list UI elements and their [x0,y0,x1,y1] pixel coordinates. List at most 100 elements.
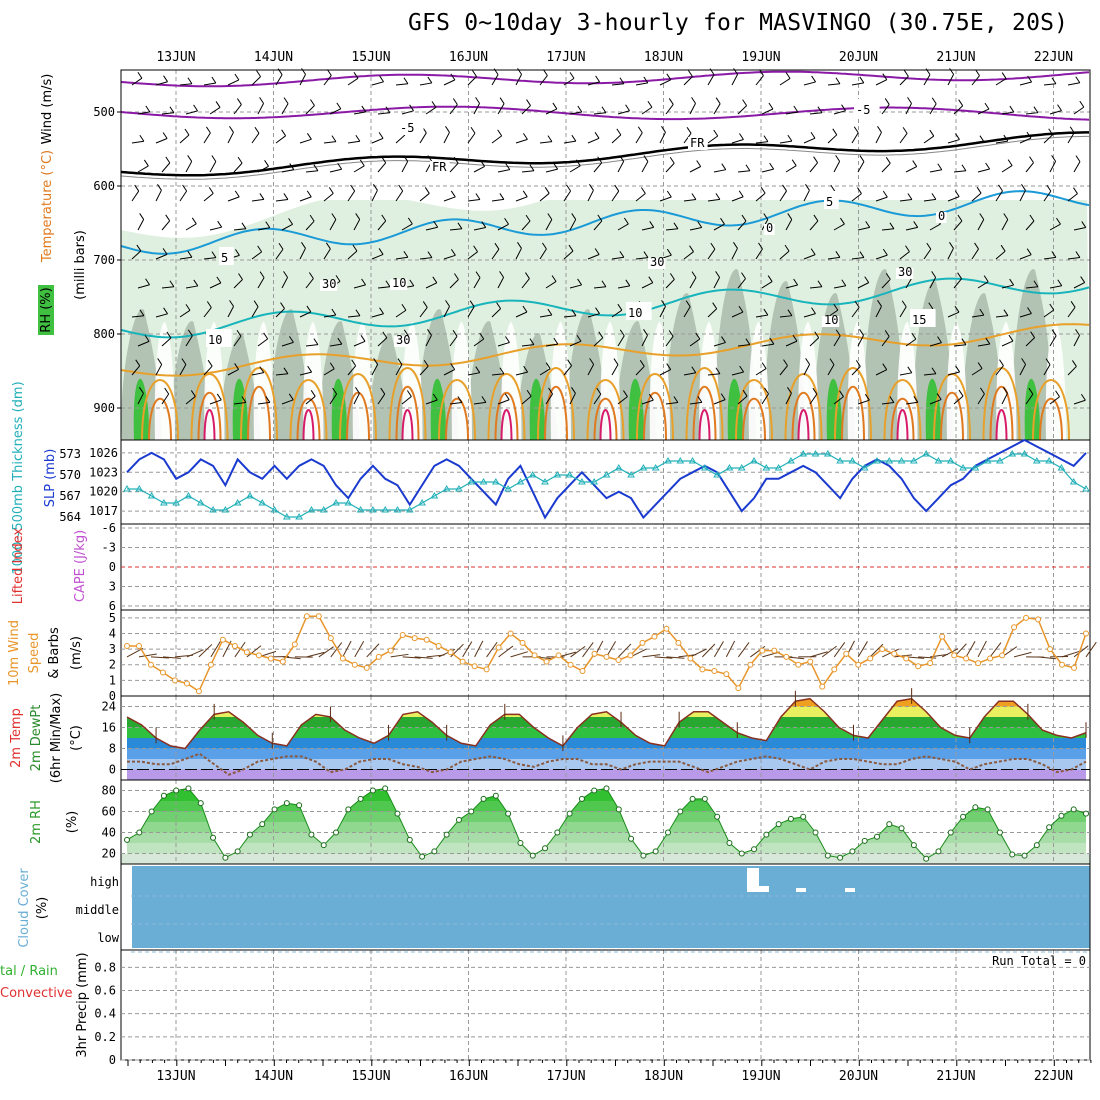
wind-barb [641,399,654,405]
wind-barb [1043,134,1054,144]
contour-label: 10 [824,313,838,327]
wind-barb-flag [331,308,337,316]
wind-barb [881,402,894,405]
cloud-gap [845,888,855,892]
ylabel-2m-temp: 2m Temp [9,708,24,768]
wind-barb [395,190,404,202]
wind-barb [161,286,174,289]
wind-barb [899,199,912,202]
wind-barb [329,168,342,173]
wind-barb-flag [949,68,955,75]
wind-barb [731,74,739,86]
wind-barb-flag [215,101,221,108]
rh-plume [121,309,162,440]
wind10-barb [138,653,157,658]
wind-barb [617,285,630,289]
wind-barb [995,315,1008,318]
wind10-point [447,649,454,656]
wind-barb-flag [475,366,481,373]
wind-barb [521,344,534,347]
wind10-barb [941,648,959,658]
wind-barb-flag [813,156,819,163]
wind-barb-flag [145,278,150,286]
wind-barb [497,399,510,405]
rh-point [271,806,278,813]
wind-barb-flag [139,387,144,394]
wind10-point [555,652,562,659]
wind-barb-flag [494,242,500,250]
wind-barb-flag [1009,278,1015,286]
wind-barb-flag [283,193,289,200]
wind10-point [375,653,382,660]
thickness-marker [750,457,758,464]
wind-barb-flag [1057,279,1063,286]
cloud-gap [747,868,759,892]
wind-barb [131,250,142,260]
wind-barb [929,342,942,347]
wind10-point [987,655,994,662]
wind-barb [563,77,575,86]
wind-barb [449,104,458,115]
contour-label-bg [320,280,338,291]
rh-point [296,802,303,809]
wind-barb [731,196,744,202]
isotherm-20-bubble [940,392,964,441]
wind-barb [713,169,726,173]
contour-label: 30 [650,255,664,269]
wind-barb [491,248,500,260]
wind10-point [1071,664,1078,671]
wind-barb [185,223,197,231]
wind-barb [875,79,887,86]
wind-barb-flag [666,73,672,81]
thickness-marker [307,506,316,513]
wind-barb-flag [409,279,415,287]
wind-barb [227,306,234,318]
contour-label-bg [648,258,666,269]
wind-barb [611,83,624,86]
rh-point [1070,806,1077,813]
wind-barb-flag [595,75,600,83]
thickness-marker [885,457,894,464]
wind-barb [827,134,838,144]
wind-barb [755,368,767,376]
thickness-marker [737,464,746,471]
isotherm-15-bubble [586,379,625,441]
wind-barb-flag [523,133,528,140]
wind-barb [401,223,413,231]
wind-barb [1025,393,1034,405]
wind-barb [707,198,720,202]
thickness-marker [270,506,279,513]
date-label-bottom: 18JUN [644,1069,683,1084]
wind-barb-flag [256,70,261,77]
wind-barb-flag [542,242,547,250]
wind-barb-flag [137,71,143,79]
rh-point [431,848,438,855]
wind-barb-flag [1069,126,1075,134]
rh-point [369,787,376,794]
wind-barb-flag [207,359,213,367]
rh-plume [269,309,311,440]
wind-barb-flag [668,98,674,105]
wind-barb [257,401,270,405]
wind-barb [587,364,595,376]
wind-barb [155,253,168,260]
wind-barb-flag [617,303,623,311]
wind-barb-flag [288,393,294,401]
wind-barb-flag [787,213,793,220]
wind-barb-flag [569,72,575,79]
wind-barb-flag [577,278,583,286]
wind-barb [881,278,891,289]
wind-barb [203,307,212,318]
wind-barb [953,105,964,115]
ylabel-lifted-index: Lifted Index [11,527,26,604]
wind-barb-flag [696,160,702,167]
wind-barb [323,248,331,260]
contour-label-bg [854,99,880,117]
wind-barb-flag [526,389,532,397]
wind-barb [467,198,480,202]
wind-barb-flag [859,155,865,162]
wind-barb-flag [926,242,932,250]
wind-barb [131,140,144,144]
wind-barb-flag [216,393,222,401]
rh-point [517,840,524,846]
